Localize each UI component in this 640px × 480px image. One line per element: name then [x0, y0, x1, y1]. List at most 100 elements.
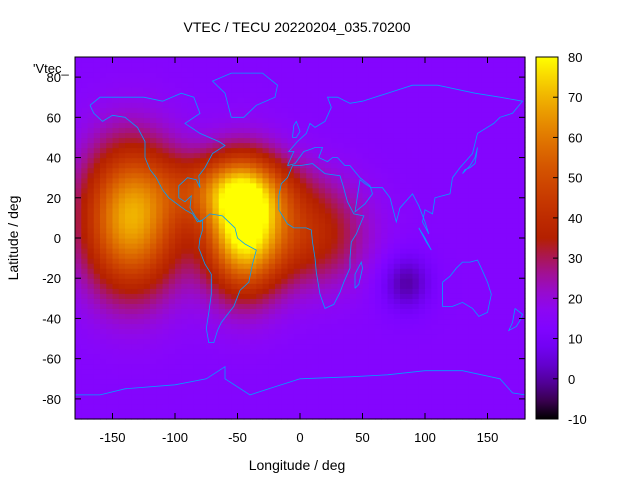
heatmap-cell: [100, 398, 107, 405]
heatmap-cell: [412, 202, 420, 209]
heatmap-cell: [518, 288, 526, 294]
heatmap-cell: [343, 238, 351, 244]
heatmap-cell: [325, 167, 332, 174]
heatmap-cell: [512, 167, 520, 174]
heatmap-cell: [131, 268, 139, 274]
heatmap-cell: [150, 338, 157, 345]
heatmap-cell: [262, 288, 270, 294]
heatmap-cell: [412, 323, 420, 330]
heatmap-cell: [425, 373, 432, 380]
heatmap-cell: [243, 368, 251, 375]
heatmap-cell: [237, 87, 245, 93]
heatmap-cell: [375, 348, 382, 355]
heatmap-cell: [350, 378, 357, 385]
heatmap-cell: [256, 363, 264, 370]
heatmap-cell: [256, 72, 264, 78]
heatmap-cell: [231, 408, 239, 415]
heatmap-cell: [162, 137, 170, 144]
heatmap-cell: [143, 273, 151, 279]
heatmap-cell: [443, 273, 451, 279]
heatmap-cell: [418, 348, 426, 355]
heatmap-cell: [443, 142, 451, 149]
heatmap-cell: [131, 217, 139, 224]
heatmap-cell: [181, 368, 189, 375]
heatmap-cell: [162, 358, 170, 365]
heatmap-cell: [231, 313, 239, 320]
heatmap-cell: [250, 217, 257, 224]
heatmap-cell: [187, 288, 195, 294]
heatmap-cell: [262, 82, 270, 88]
heatmap-cell: [312, 132, 320, 139]
heatmap-cell: [156, 348, 164, 355]
heatmap-cell: [337, 308, 345, 315]
heatmap-cell: [368, 162, 376, 169]
heatmap-cell: [387, 238, 395, 244]
heatmap-cell: [293, 137, 301, 144]
heatmap-cell: [468, 288, 476, 294]
heatmap-cell: [381, 243, 389, 249]
heatmap-cell: [268, 263, 276, 269]
heatmap-cell: [218, 363, 226, 370]
heatmap-cell: [162, 298, 170, 304]
heatmap-cell: [375, 147, 382, 154]
heatmap-cell: [300, 197, 307, 204]
heatmap-cell: [350, 408, 357, 415]
heatmap-cell: [225, 107, 232, 113]
heatmap-cell: [325, 152, 332, 159]
heatmap-cell: [437, 132, 445, 139]
heatmap-cell: [131, 398, 139, 405]
heatmap-cell: [112, 132, 120, 139]
heatmap-cell: [200, 122, 207, 128]
heatmap-cell: [256, 197, 264, 204]
heatmap-cell: [125, 358, 132, 365]
heatmap-cell: [106, 413, 114, 420]
heatmap-cell: [75, 112, 82, 118]
heatmap-cell: [156, 373, 164, 380]
heatmap-cell: [437, 152, 445, 159]
heatmap-cell: [281, 127, 289, 134]
heatmap-cell: [462, 318, 470, 325]
heatmap-cell: [206, 102, 214, 108]
heatmap-cell: [218, 373, 226, 380]
heatmap-cell: [193, 87, 201, 93]
heatmap-cell: [475, 82, 482, 88]
heatmap-cell: [268, 207, 276, 214]
heatmap-cell: [156, 187, 164, 194]
heatmap-cell: [193, 227, 201, 234]
heatmap-cell: [106, 172, 114, 179]
heatmap-cell: [131, 127, 139, 134]
heatmap-cell: [187, 97, 195, 103]
heatmap-cell: [93, 122, 101, 128]
heatmap-cell: [268, 313, 276, 320]
heatmap-cell: [175, 373, 182, 380]
heatmap-cell: [437, 318, 445, 325]
heatmap-cell: [368, 207, 376, 214]
heatmap-cell: [387, 308, 395, 315]
heatmap-cell: [125, 398, 132, 405]
heatmap-cell: [400, 112, 407, 118]
heatmap-cell: [512, 393, 520, 400]
heatmap-cell: [112, 358, 120, 365]
heatmap-cell: [143, 182, 151, 189]
heatmap-cell: [487, 313, 495, 320]
heatmap-cell: [175, 162, 182, 169]
heatmap-cell: [331, 278, 339, 284]
heatmap-cell: [431, 268, 439, 274]
heatmap-cell: [375, 157, 382, 164]
heatmap-cell: [125, 248, 132, 254]
heatmap-cell: [237, 253, 245, 259]
heatmap-cell: [81, 278, 89, 284]
heatmap-cell: [293, 147, 301, 154]
heatmap-cell: [500, 373, 507, 380]
heatmap-cell: [175, 268, 182, 274]
heatmap-cell: [206, 398, 214, 405]
heatmap-cell: [437, 333, 445, 340]
heatmap-cell: [512, 112, 520, 118]
heatmap-cell: [187, 348, 195, 355]
heatmap-cell: [150, 283, 157, 289]
heatmap-cell: [275, 378, 282, 385]
heatmap-cell: [393, 258, 401, 264]
heatmap-cell: [225, 222, 232, 229]
heatmap-cell: [181, 398, 189, 405]
heatmap-cell: [456, 137, 464, 144]
